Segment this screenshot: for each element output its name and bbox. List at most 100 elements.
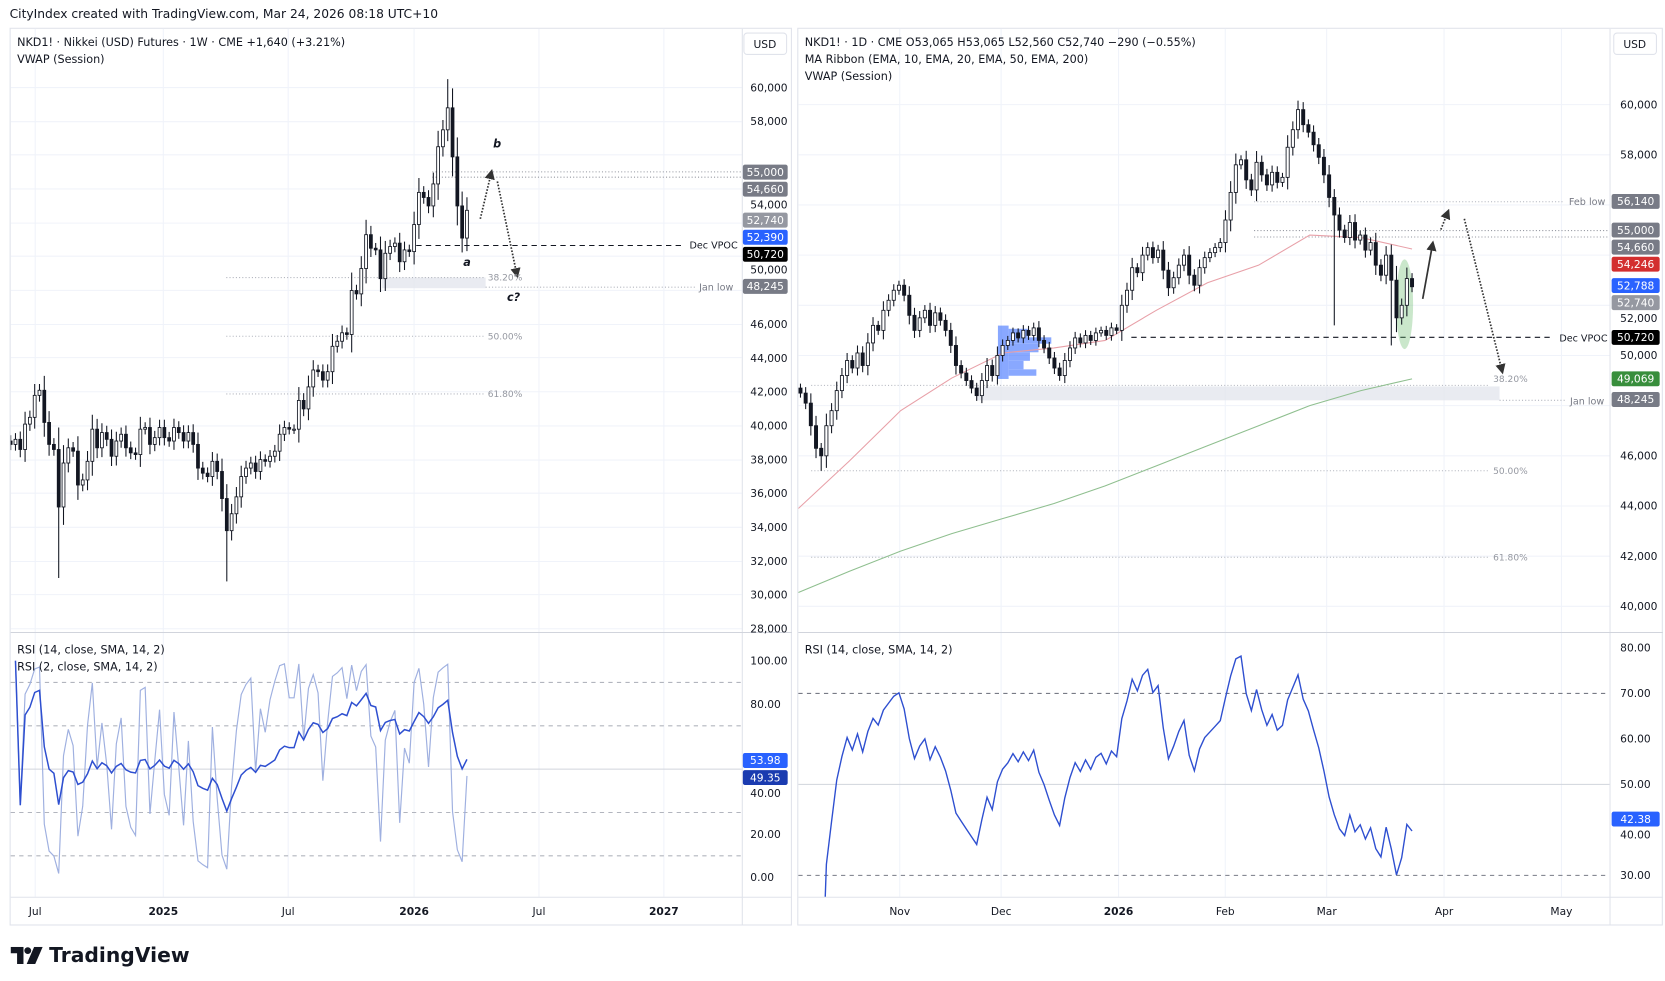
candle	[1130, 257, 1135, 301]
candle-body	[1311, 131, 1316, 146]
candle	[460, 191, 465, 253]
rsi14-line	[14, 660, 468, 814]
candle	[76, 436, 80, 500]
candle	[860, 346, 865, 373]
candle-body	[66, 447, 71, 464]
candle-body	[995, 355, 1000, 376]
candle	[1213, 243, 1218, 258]
tradingview-logo[interactable]: TradingView	[10, 944, 190, 967]
candle-body	[1223, 219, 1228, 244]
time-label: 2026	[399, 905, 429, 918]
left-currency-button[interactable]	[743, 32, 788, 55]
candle	[248, 456, 253, 475]
candle	[330, 333, 335, 385]
candle-body	[1109, 327, 1114, 336]
candle-body	[1213, 247, 1218, 254]
price-axis-tick: 58,000	[1620, 149, 1658, 162]
right-currency-button[interactable]	[1613, 32, 1657, 55]
candle-body	[1275, 171, 1280, 183]
candle-body	[388, 246, 392, 254]
projection-arrow-down	[1463, 218, 1506, 375]
candle	[871, 317, 876, 352]
candle	[1150, 241, 1155, 264]
price-tag-bg	[1611, 371, 1660, 387]
candle-body	[1197, 267, 1202, 286]
price-axis-tick: 44,000	[750, 352, 788, 365]
candle	[1047, 341, 1052, 365]
price-tag: 56,140	[1611, 193, 1660, 209]
candle-body	[1010, 332, 1015, 341]
candle-body	[325, 371, 330, 381]
candle-body	[364, 234, 368, 269]
grid-lines	[10, 28, 1610, 897]
candle	[1254, 151, 1259, 202]
left-time-axis[interactable]: Jul 2025 Jul 2026 Jul 2027	[28, 905, 679, 918]
right-symbol-legend[interactable]: NKD1! · 1D · CME O53,065 H53,065 L52,560…	[805, 36, 1196, 49]
rsi2-line	[14, 660, 468, 874]
candle	[1140, 246, 1145, 281]
left-vwap-legend[interactable]: VWAP (Session)	[17, 53, 104, 66]
left-drawings	[226, 171, 742, 395]
candle-body	[10, 440, 13, 445]
jan-low-zone	[976, 386, 1500, 401]
candle	[128, 441, 133, 460]
candle	[1042, 335, 1047, 354]
price-tag: 52,788	[1611, 278, 1660, 294]
candle-body	[1000, 345, 1005, 356]
candle-body	[1031, 327, 1036, 336]
candle	[316, 364, 320, 377]
candle	[1316, 137, 1321, 165]
price-tag: 52,740	[1611, 295, 1660, 311]
candle-body	[167, 437, 172, 442]
price-axis-tick: 30,000	[750, 589, 788, 602]
candle-body	[157, 427, 162, 439]
time-label: Mar	[1317, 905, 1338, 918]
candle	[109, 429, 114, 467]
right-ma-ribbon-legend[interactable]: MA Ribbon (EMA, 10, EMA, 20, EMA, 50, EM…	[805, 53, 1088, 66]
right-time-axis[interactable]: Nov Dec 2026 Feb Mar Apr May	[889, 905, 1572, 918]
candle-body	[1042, 339, 1047, 349]
price-tag-bg	[742, 246, 788, 262]
candle-body	[1399, 304, 1404, 319]
candle-body	[1228, 191, 1233, 221]
candle	[1016, 328, 1021, 343]
candle	[959, 360, 964, 379]
candle-body	[907, 294, 912, 316]
price-axis-tick: 42,000	[750, 386, 788, 399]
candle-body	[1254, 161, 1259, 191]
feb-low-label: Feb low	[1569, 197, 1606, 208]
left-rsi2-legend[interactable]: RSI (2, close, SMA, 14, 2)	[17, 660, 158, 673]
candle-body	[824, 425, 829, 457]
price-tag-label: 54,246	[1617, 258, 1655, 271]
projection-arrow-up	[1440, 208, 1451, 230]
ema50-line	[798, 234, 1413, 509]
price-axes[interactable]: 60,000 58,000 55,000 54,660 54,000 52,740 52,3…	[742, 81, 1660, 884]
candle	[1394, 265, 1399, 333]
right-vwap-legend[interactable]: VWAP (Session)	[805, 70, 892, 83]
time-label: Apr	[1435, 905, 1454, 918]
right-rsi14-legend[interactable]: RSI (14, close, SMA, 14, 2)	[805, 643, 953, 656]
fib-618-label: 61.80%	[1493, 553, 1528, 563]
candle	[311, 360, 316, 397]
candle	[928, 302, 933, 333]
candle-body	[953, 345, 958, 366]
price-tag-bg	[1611, 278, 1660, 294]
candle-body	[272, 450, 277, 457]
candle-body	[845, 360, 850, 376]
candle-body	[979, 380, 984, 397]
candle	[90, 414, 95, 476]
candle	[373, 242, 378, 256]
candle	[1031, 322, 1036, 341]
price-tag: 48,245	[742, 278, 788, 294]
time-label: Jul	[28, 905, 42, 918]
candle-body	[28, 416, 32, 425]
candle-body	[959, 365, 964, 374]
left-symbol-legend[interactable]: NKD1! · Nikkei (USD) Futures · 1W · CME …	[17, 36, 345, 49]
candle	[23, 411, 27, 462]
left-rsi14-legend[interactable]: RSI (14, close, SMA, 14, 2)	[17, 643, 165, 656]
candle-body	[1202, 257, 1207, 269]
candle	[1275, 166, 1280, 189]
left-chart-frame	[9, 27, 792, 926]
price-tag-bg	[742, 753, 788, 768]
